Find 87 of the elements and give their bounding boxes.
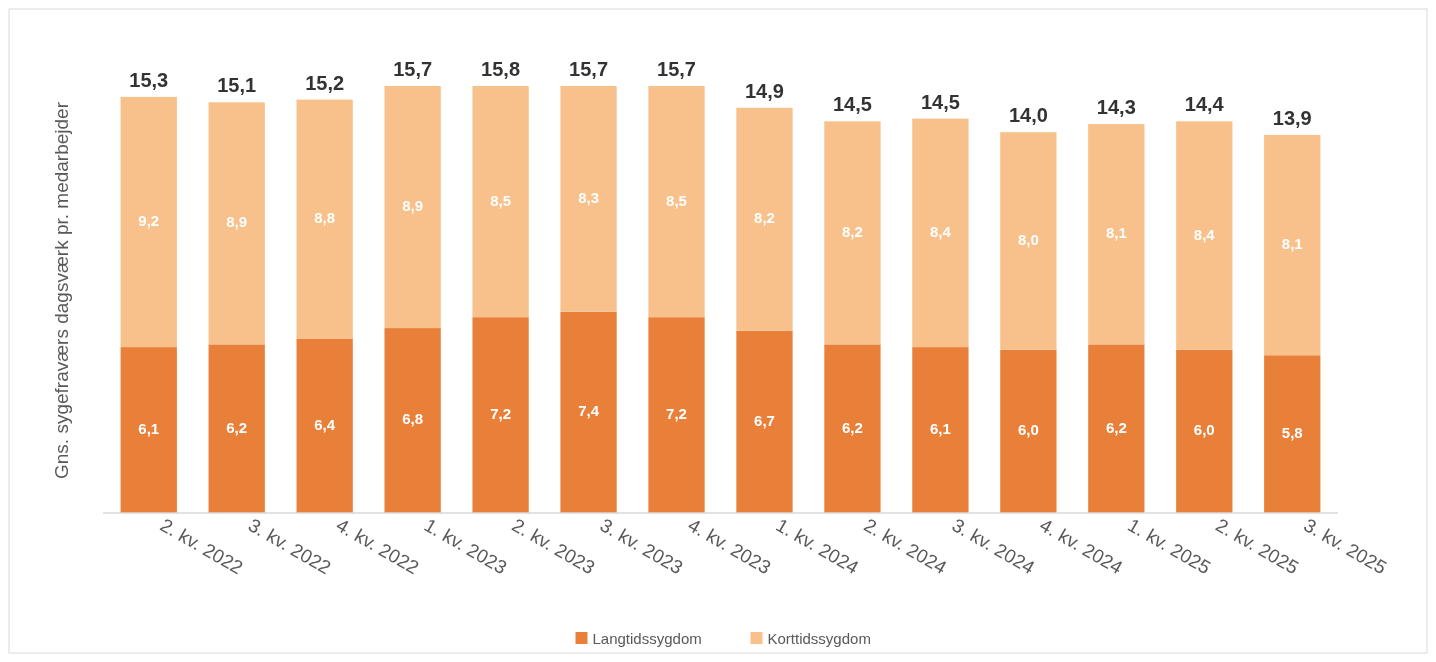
x-tick-label: 3. kv. 2024 <box>948 514 1039 579</box>
total-label: 15,7 <box>393 58 433 80</box>
total-label: 15,3 <box>129 68 169 91</box>
total-label: 14,4 <box>1184 93 1225 116</box>
data-label: 8,5 <box>666 191 687 209</box>
x-tick-label: 1. kv. 2023 <box>420 514 511 579</box>
total-label: 14,5 <box>920 90 960 113</box>
x-tick-label: 1. kv. 2025 <box>1124 514 1215 579</box>
bar <box>736 107 793 331</box>
bar <box>208 102 265 345</box>
bar <box>912 118 969 348</box>
total-label: 14,0 <box>1008 104 1048 127</box>
bar <box>1000 349 1057 513</box>
data-label: 8,8 <box>314 209 336 227</box>
data-label: 9,2 <box>138 211 160 229</box>
data-label: 6,0 <box>1017 421 1039 439</box>
y-axis-title: Gns. sygefraværs dagsværk pr. medarbejder <box>51 101 72 479</box>
bar <box>1088 344 1145 513</box>
total-label: 15,2 <box>305 71 345 94</box>
x-tick-label: 3. kv. 2025 <box>1300 514 1391 579</box>
x-tick-label: 2. kv. 2025 <box>1212 514 1303 579</box>
bar <box>824 121 881 345</box>
data-label: 6,4 <box>314 415 336 433</box>
bar <box>472 86 529 318</box>
x-tick-label: 3. kv. 2022 <box>244 514 335 579</box>
data-label: 8,2 <box>842 222 863 240</box>
bar <box>648 86 705 318</box>
data-label: 8,4 <box>1193 225 1216 243</box>
x-tick-label: 4. kv. 2023 <box>684 514 775 579</box>
data-label: 7,2 <box>666 405 687 423</box>
total-label: 15,1 <box>217 74 257 97</box>
data-label: 6,0 <box>1193 421 1215 439</box>
bar <box>1088 124 1145 345</box>
data-label: 8,0 <box>1017 230 1039 248</box>
bar <box>296 338 353 513</box>
bar <box>472 317 529 513</box>
x-tick-label: 4. kv. 2022 <box>332 514 423 579</box>
data-label: 8,9 <box>226 213 248 231</box>
x-tick-label: 2. kv. 2024 <box>860 514 951 579</box>
data-label: 6,8 <box>402 410 424 428</box>
data-label: 6,2 <box>842 418 863 436</box>
bar <box>208 344 265 513</box>
data-label: 6,7 <box>754 411 775 429</box>
data-label: 6,1 <box>138 420 160 438</box>
bar <box>1264 134 1321 356</box>
bar <box>648 317 705 513</box>
total-label: 13,9 <box>1272 106 1312 129</box>
bar <box>120 96 177 348</box>
bar <box>824 344 881 513</box>
data-label: 7,4 <box>578 402 600 420</box>
bar <box>560 86 617 312</box>
legend-label: Korttidssygdom <box>767 630 871 647</box>
data-label: 5,8 <box>1281 424 1303 442</box>
data-label: 6,2 <box>1105 418 1127 436</box>
total-label: 15,7 <box>569 58 609 80</box>
x-tick-label: 1. kv. 2024 <box>772 514 863 579</box>
total-label: 14,9 <box>745 79 784 102</box>
x-tick-label: 4. kv. 2024 <box>1036 514 1127 579</box>
data-label: 8,2 <box>754 209 775 227</box>
total-label: 15,8 <box>481 58 521 80</box>
data-label: 8,4 <box>929 222 952 240</box>
data-label: 8,1 <box>1281 235 1303 253</box>
bar <box>912 347 969 513</box>
x-tick-label: 2. kv. 2022 <box>156 514 247 579</box>
bar <box>1176 121 1233 350</box>
data-label: 6,1 <box>929 420 951 438</box>
bar <box>1000 132 1057 350</box>
bar <box>296 99 353 339</box>
data-label: 7,2 <box>490 405 512 423</box>
bar <box>384 86 441 329</box>
data-label: 8,3 <box>578 188 599 206</box>
data-label: 6,2 <box>226 418 248 436</box>
total-label: 14,5 <box>832 93 872 116</box>
bar <box>384 328 441 513</box>
total-label: 14,3 <box>1096 96 1136 119</box>
data-label: 8,5 <box>490 191 512 209</box>
legend-label: Langtidssygdom <box>592 630 702 647</box>
x-tick-label: 3. kv. 2023 <box>596 514 687 579</box>
bar <box>560 311 617 513</box>
data-label: 8,9 <box>402 197 424 214</box>
bar <box>120 347 177 513</box>
bar <box>1176 349 1233 513</box>
total-label: 15,7 <box>657 58 696 80</box>
bar <box>1264 355 1321 513</box>
data-label: 8,1 <box>1105 224 1127 242</box>
x-tick-label: 2. kv. 2023 <box>508 514 599 579</box>
bar <box>736 330 793 513</box>
